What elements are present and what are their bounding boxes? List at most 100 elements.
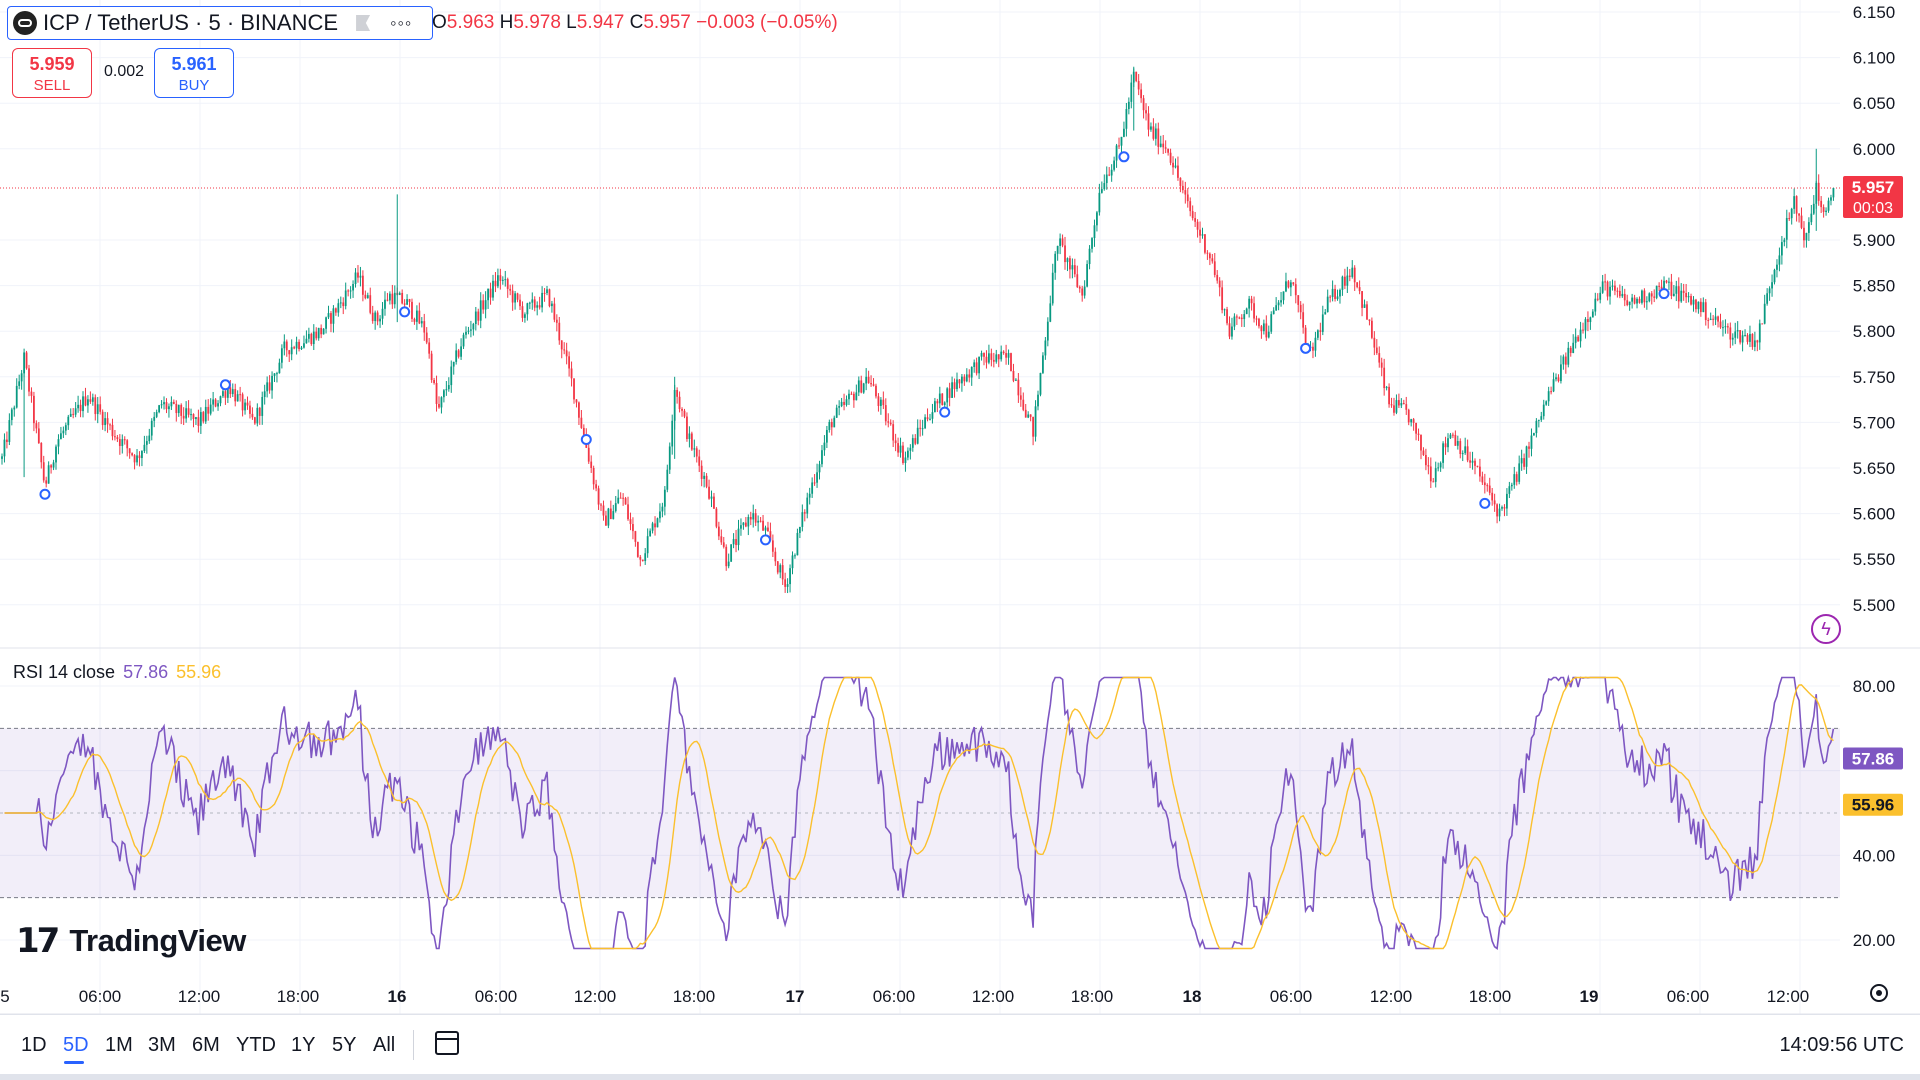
candle-body	[1010, 353, 1012, 371]
candle-body	[1118, 145, 1120, 147]
candle-body	[1503, 507, 1506, 509]
event-marker[interactable]	[1658, 288, 1670, 300]
candle-body	[1506, 493, 1508, 509]
candle-body	[1297, 295, 1300, 305]
candle-body	[1653, 296, 1656, 298]
candle-body	[1044, 340, 1047, 356]
candle-body	[278, 362, 281, 374]
lightning-icon[interactable]: ϟ	[1811, 614, 1841, 644]
rsi-axis[interactable]: 80.00 40.00 20.00	[1853, 677, 1896, 950]
candle-body	[757, 520, 760, 523]
tradingview-logo[interactable]: 17 TradingView	[16, 921, 246, 961]
flag-icon[interactable]	[356, 15, 371, 31]
timeframe-1d[interactable]: 1D	[21, 1034, 47, 1056]
settings-icon[interactable]	[1870, 984, 1888, 1002]
candle-body	[769, 531, 772, 541]
rsi-legend-value: 57.86	[123, 662, 169, 682]
event-marker[interactable]	[399, 306, 411, 318]
price-axis[interactable]: 6.150 6.100 6.050 6.000 5.900 5.850 5.800 5.750…	[1853, 3, 1896, 615]
candle-body	[1199, 229, 1201, 236]
timeframe-ytd[interactable]: YTD	[236, 1034, 276, 1056]
candle-body	[646, 536, 649, 554]
candle-body	[474, 311, 477, 324]
candle-body	[924, 417, 926, 429]
timeframe-1y[interactable]: 1Y	[291, 1034, 316, 1056]
timeframe-all[interactable]: All	[373, 1034, 396, 1056]
clock[interactable]: 14:09:56 UTC	[1779, 1034, 1904, 1056]
symbol-title[interactable]: ICP / TetherUS · 5 · BINANCE	[43, 10, 339, 35]
symbol-search[interactable]: ICP / TetherUS · 5 · BINANCE ◦◦◦	[7, 6, 433, 40]
candle-body	[307, 333, 310, 339]
timeframe-6m[interactable]: 6M	[192, 1034, 220, 1056]
candle-body	[1628, 301, 1631, 306]
candle-body	[764, 527, 767, 531]
event-marker[interactable]	[1300, 342, 1312, 354]
candle-body	[1223, 309, 1226, 311]
candle-body	[830, 421, 833, 428]
candle-body	[266, 382, 269, 392]
timeframe-1m[interactable]: 1M	[105, 1034, 133, 1056]
candle-body	[472, 323, 475, 330]
candle-body	[1378, 353, 1381, 363]
event-marker[interactable]	[1479, 497, 1491, 509]
candle-body	[1822, 207, 1825, 212]
candle-body	[1324, 312, 1327, 315]
candle-body	[703, 475, 706, 479]
sell-button[interactable]: 5.959 SELL	[12, 48, 92, 98]
time-axis[interactable]: 5 06:00 12:00 18:00 16 06:00 12:00 18:00 17 06:00…	[0, 987, 1809, 1006]
candle-body	[767, 527, 769, 532]
event-marker[interactable]	[39, 488, 51, 500]
candle-body	[941, 393, 944, 406]
candle-body	[1469, 460, 1471, 463]
timeframe-3m[interactable]: 3M	[148, 1034, 176, 1056]
event-marker[interactable]	[760, 534, 772, 546]
event-marker[interactable]	[580, 434, 592, 446]
more-icon[interactable]: ◦◦◦	[390, 12, 413, 33]
candle-body	[1363, 304, 1366, 308]
event-marker[interactable]	[219, 379, 231, 391]
rsi-legend[interactable]: RSI 14 close 57.86 55.96	[13, 662, 221, 683]
candle-body	[946, 388, 949, 403]
rsi-ma-value-label: 55.96	[1852, 796, 1895, 815]
candle-body	[1417, 433, 1420, 435]
candle-body	[590, 461, 593, 468]
event-marker[interactable]	[1118, 151, 1130, 163]
candle-body	[1540, 416, 1543, 420]
candle-body	[1589, 317, 1592, 323]
candle-body	[403, 303, 406, 305]
candle-body	[1621, 293, 1624, 297]
candle-body	[1262, 323, 1265, 332]
candle-body	[683, 410, 686, 417]
candle-body	[1555, 377, 1557, 380]
candle-body	[172, 401, 175, 404]
candle-body	[1830, 197, 1832, 201]
candle-body	[1002, 351, 1005, 354]
candle-body	[1614, 285, 1616, 291]
candle-body	[1530, 435, 1533, 449]
candle-body	[1599, 292, 1602, 300]
candle-body	[784, 579, 787, 587]
candle-body	[1790, 208, 1793, 219]
candle-body	[322, 328, 325, 335]
candle-body	[1093, 225, 1096, 239]
candle-body	[1609, 286, 1611, 297]
calendar-icon[interactable]	[435, 1031, 459, 1055]
timeframe-5d[interactable]: 5D	[63, 1034, 89, 1056]
candle-body	[1167, 148, 1170, 153]
buy-button[interactable]: 5.961 BUY	[154, 48, 234, 98]
candle-body	[195, 417, 197, 419]
candle-body	[1474, 460, 1476, 466]
candle-body	[1145, 110, 1147, 114]
event-marker[interactable]	[939, 406, 951, 418]
candle-body	[1606, 281, 1609, 297]
candle-body	[1228, 323, 1231, 337]
candle-body	[273, 373, 276, 376]
candle-body	[752, 513, 755, 520]
candle-body	[1150, 126, 1152, 130]
candle-body	[575, 399, 578, 403]
candle-body	[1412, 419, 1415, 423]
candle-body	[821, 450, 823, 465]
candle-body	[909, 447, 912, 451]
timeframe-5y[interactable]: 5Y	[332, 1034, 357, 1056]
